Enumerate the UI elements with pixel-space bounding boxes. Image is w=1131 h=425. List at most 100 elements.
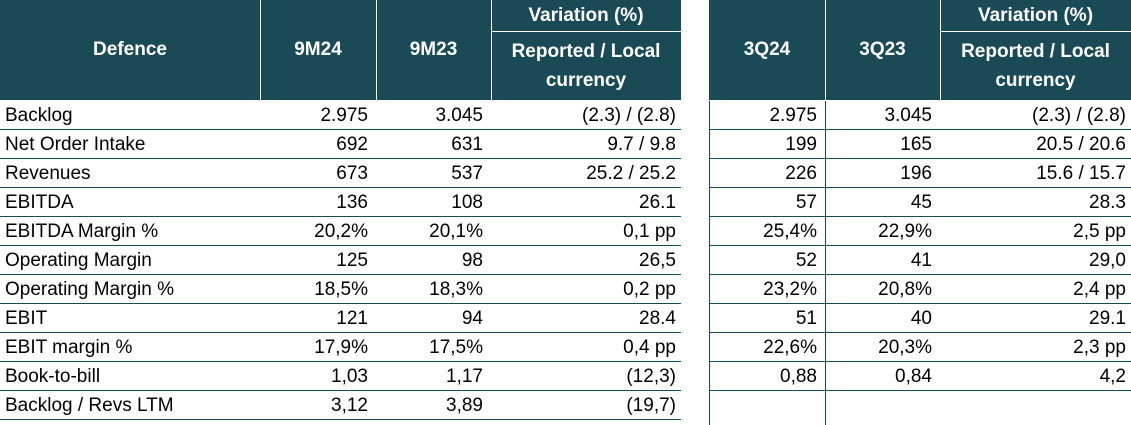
header-divider bbox=[825, 0, 826, 100]
value-9m23: 3.045 bbox=[435, 105, 483, 126]
value-variation: (2.3) / (2.8) bbox=[1032, 105, 1126, 126]
table-row: Operating Margin % 18,5% 18,3% 0,2 pp bbox=[0, 275, 681, 304]
value-variation: 28.3 bbox=[1089, 192, 1126, 213]
value-3q23: 196 bbox=[900, 163, 932, 184]
value-3q23: 0,84 bbox=[895, 366, 932, 387]
value-variation: 0,2 pp bbox=[623, 279, 676, 300]
value-3q24: 199 bbox=[785, 134, 817, 155]
col-3q24-label: 3Q24 bbox=[743, 39, 791, 60]
value-9m23: 631 bbox=[451, 134, 483, 155]
value-9m23: 17,5% bbox=[429, 337, 483, 358]
value-9m24: 18,5% bbox=[314, 279, 368, 300]
value-9m23: 108 bbox=[451, 192, 483, 213]
col-9m23-label: 9M23 bbox=[409, 39, 458, 60]
variation-title-right: Variation (%) bbox=[977, 4, 1094, 26]
value-variation: 2,5 pp bbox=[1073, 221, 1126, 242]
table-row: 0,88 0,84 4,2 bbox=[709, 362, 1131, 391]
table-row: EBITDA Margin % 20,2% 20,1% 0,1 pp bbox=[0, 217, 681, 246]
table-row: Backlog / Revs LTM 3,12 3,89 (19,7) bbox=[0, 391, 681, 420]
header-variation-left: Variation (%) Reported / Local currency bbox=[491, 0, 681, 100]
row-label: Operating Margin bbox=[5, 250, 152, 271]
variation-divider bbox=[940, 31, 1131, 32]
value-3q24: 57 bbox=[795, 192, 817, 213]
value-3q24: 2.975 bbox=[769, 105, 817, 126]
variation-subtitle-left: Reported / Local currency bbox=[511, 41, 661, 91]
value-3q24: 23,2% bbox=[763, 279, 817, 300]
value-variation: 2,4 pp bbox=[1073, 279, 1126, 300]
value-variation: (12,3) bbox=[626, 366, 676, 387]
value-variation: 26,5 bbox=[639, 250, 676, 271]
table-row: Net Order Intake 692 631 9.7 / 9.8 bbox=[0, 130, 681, 159]
value-variation: 29,0 bbox=[1089, 250, 1126, 271]
value-variation: 26.1 bbox=[639, 192, 676, 213]
value-variation: 4,2 bbox=[1099, 366, 1126, 387]
value-variation: 9.7 / 9.8 bbox=[607, 134, 676, 155]
value-variation: 0,4 pp bbox=[623, 337, 676, 358]
value-9m23: 1,17 bbox=[446, 366, 483, 387]
row-label: Backlog / Revs LTM bbox=[5, 395, 174, 416]
value-3q24: 226 bbox=[785, 163, 817, 184]
variation-subtitle-right: Reported / Local currency bbox=[961, 41, 1110, 91]
table-divider bbox=[825, 101, 826, 425]
value-variation: 20.5 / 20.6 bbox=[1036, 134, 1126, 155]
table-row: 2.975 3.045 (2.3) / (2.8) bbox=[709, 101, 1131, 130]
value-9m24: 2.975 bbox=[320, 105, 368, 126]
table-row: Operating Margin 125 98 26,5 bbox=[0, 246, 681, 275]
row-label: EBITDA bbox=[5, 192, 74, 213]
header-defence: Defence bbox=[0, 0, 260, 100]
table-row: Book-to-bill 1,03 1,17 (12,3) bbox=[0, 362, 681, 391]
value-3q24: 51 bbox=[795, 308, 817, 329]
table-row: 25,4% 22,9% 2,5 pp bbox=[709, 217, 1131, 246]
header-divider bbox=[940, 0, 941, 100]
table-title: Defence bbox=[93, 39, 167, 60]
row-label: EBITDA Margin % bbox=[5, 221, 159, 242]
value-variation: 28.4 bbox=[639, 308, 676, 329]
table-row: 57 45 28.3 bbox=[709, 188, 1131, 217]
value-variation: 29.1 bbox=[1089, 308, 1126, 329]
header-variation-right: Variation (%) Reported / Local currency bbox=[940, 0, 1131, 100]
value-3q24: 52 bbox=[795, 250, 817, 271]
value-3q24: 0,88 bbox=[780, 366, 817, 387]
table-row: EBITDA 136 108 26.1 bbox=[0, 188, 681, 217]
table-divider bbox=[709, 101, 710, 425]
variation-title-left: Variation (%) bbox=[528, 4, 644, 26]
value-3q23: 165 bbox=[900, 134, 932, 155]
row-label: Book-to-bill bbox=[5, 366, 101, 387]
value-variation: (19,7) bbox=[626, 395, 676, 416]
value-9m24: 20,2% bbox=[314, 221, 368, 242]
value-9m23: 18,3% bbox=[429, 279, 483, 300]
header-3q23: 3Q23 bbox=[825, 0, 940, 100]
col-9m24-label: 9M24 bbox=[294, 39, 342, 60]
table-row: 226 196 15.6 / 15.7 bbox=[709, 159, 1131, 188]
row-label: EBIT bbox=[5, 308, 48, 329]
value-9m24: 136 bbox=[336, 192, 368, 213]
col-3q23-label: 3Q23 bbox=[859, 39, 906, 60]
value-9m23: 537 bbox=[451, 163, 483, 184]
table-row: Backlog 2.975 3.045 (2.3) / (2.8) bbox=[0, 101, 681, 130]
value-9m23: 20,1% bbox=[429, 221, 483, 242]
header-9m23: 9M23 bbox=[376, 0, 491, 100]
value-3q23: 45 bbox=[910, 192, 932, 213]
value-variation: (2.3) / (2.8) bbox=[582, 105, 676, 126]
table-row: 23,2% 20,8% 2,4 pp bbox=[709, 275, 1131, 304]
value-variation: 25.2 / 25.2 bbox=[586, 163, 676, 184]
value-3q23: 22,9% bbox=[878, 221, 932, 242]
value-3q23: 20,3% bbox=[878, 337, 932, 358]
value-9m23: 98 bbox=[461, 250, 483, 271]
value-variation: 15.6 / 15.7 bbox=[1036, 163, 1126, 184]
table-row: 22,6% 20,3% 2,3 pp bbox=[709, 333, 1131, 362]
value-9m23: 3,89 bbox=[446, 395, 483, 416]
value-variation: 0,1 pp bbox=[623, 221, 676, 242]
value-3q23: 41 bbox=[910, 250, 932, 271]
value-9m24: 673 bbox=[336, 163, 368, 184]
variation-divider bbox=[491, 31, 681, 32]
table-row: 51 40 29.1 bbox=[709, 304, 1131, 333]
table-row: 52 41 29,0 bbox=[709, 246, 1131, 275]
value-variation: 2,3 pp bbox=[1073, 337, 1126, 358]
value-9m24: 125 bbox=[336, 250, 368, 271]
table-row: EBIT margin % 17,9% 17,5% 0,4 pp bbox=[0, 333, 681, 362]
row-label: Backlog bbox=[5, 105, 73, 126]
header-9m24: 9M24 bbox=[260, 0, 376, 100]
row-label: Operating Margin % bbox=[5, 279, 174, 300]
value-9m24: 3,12 bbox=[331, 395, 368, 416]
